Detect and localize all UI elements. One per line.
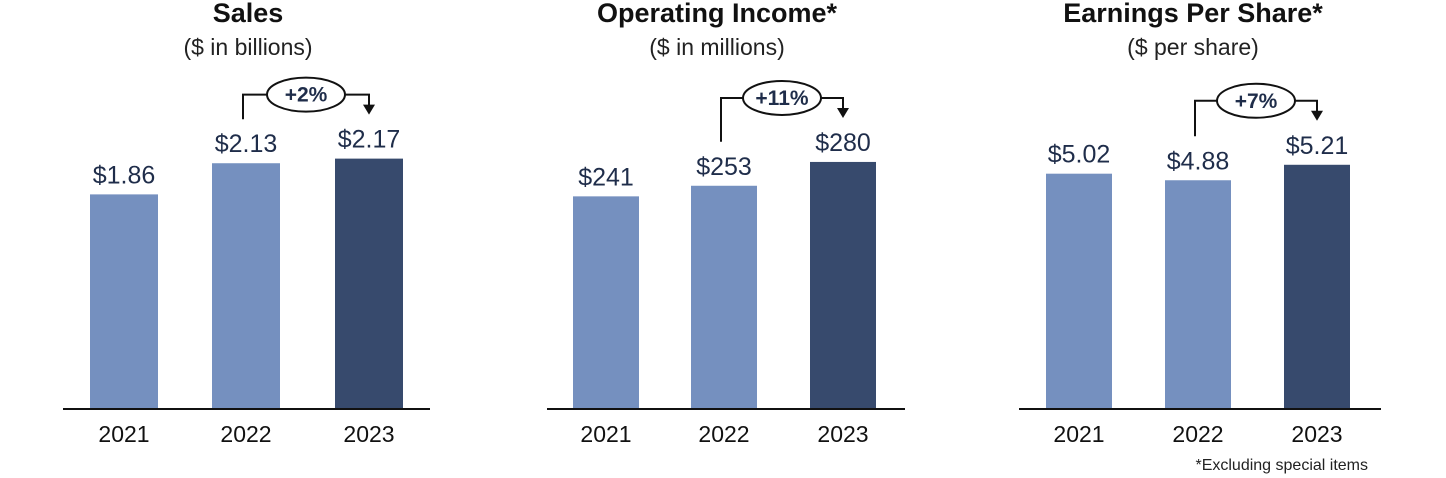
eps-bar-2022 (1165, 180, 1231, 409)
operating-income-category-label-2023: 2023 (817, 421, 868, 447)
operating-income-category-label-2021: 2021 (580, 421, 631, 447)
eps-value-label-2021: $5.02 (1048, 141, 1111, 169)
sales-category-label-2022: 2022 (220, 421, 271, 447)
operating-income-value-label-2023: $280 (815, 129, 871, 157)
operating-income-growth-label: +11% (755, 87, 808, 110)
operating-income-value-label-2021: $241 (578, 163, 634, 191)
sales-value-label-2022: $2.13 (215, 130, 278, 158)
eps-value-label-2023: $5.21 (1286, 132, 1349, 160)
eps-bar-2021 (1046, 173, 1112, 409)
footnote: *Excluding special items (1195, 457, 1368, 474)
operating-income-bar-2022 (691, 185, 757, 409)
sales-category-label-2021: 2021 (98, 421, 149, 447)
eps-growth-badge (1216, 82, 1296, 119)
sales-chart-title: Sales (212, 0, 284, 28)
sales-growth-arrowhead (363, 104, 375, 115)
eps-category-label-2021: 2021 (1053, 421, 1104, 447)
sales-bar-2021 (90, 194, 158, 409)
operating-income-value-label-2022: $253 (696, 153, 752, 181)
operating-income-growth-badge (742, 79, 822, 116)
eps-category-label-2022: 2022 (1172, 421, 1223, 447)
operating-income-chart-title: Operating Income* (596, 0, 838, 28)
sales-chart-subtitle: ($ in billions) (183, 34, 313, 60)
eps-chart-subtitle: ($ per share) (1127, 34, 1259, 60)
operating-income-bar-2021 (573, 196, 639, 409)
eps-growth-arrowhead (1311, 110, 1323, 121)
operating-income-bar-2023 (810, 161, 876, 409)
sales-value-label-2023: $2.17 (338, 126, 401, 154)
eps-bar-2023 (1284, 164, 1350, 409)
sales-bar-2022 (212, 163, 280, 409)
operating-income-growth-arrowhead (837, 107, 849, 118)
sales-value-label-2021: $1.86 (93, 161, 156, 189)
eps-value-label-2022: $4.88 (1167, 147, 1230, 175)
sales-growth-label: +2% (285, 84, 328, 107)
operating-income-category-label-2022: 2022 (698, 421, 749, 447)
sales-growth-badge (266, 76, 346, 113)
eps-chart-title: Earnings Per Share* (1063, 0, 1323, 28)
sales-bar-2023 (335, 158, 403, 409)
operating-income-chart-subtitle: ($ in millions) (649, 34, 785, 60)
eps-category-label-2023: 2023 (1291, 421, 1342, 447)
eps-growth-label: +7% (1235, 90, 1278, 113)
sales-category-label-2023: 2023 (343, 421, 394, 447)
